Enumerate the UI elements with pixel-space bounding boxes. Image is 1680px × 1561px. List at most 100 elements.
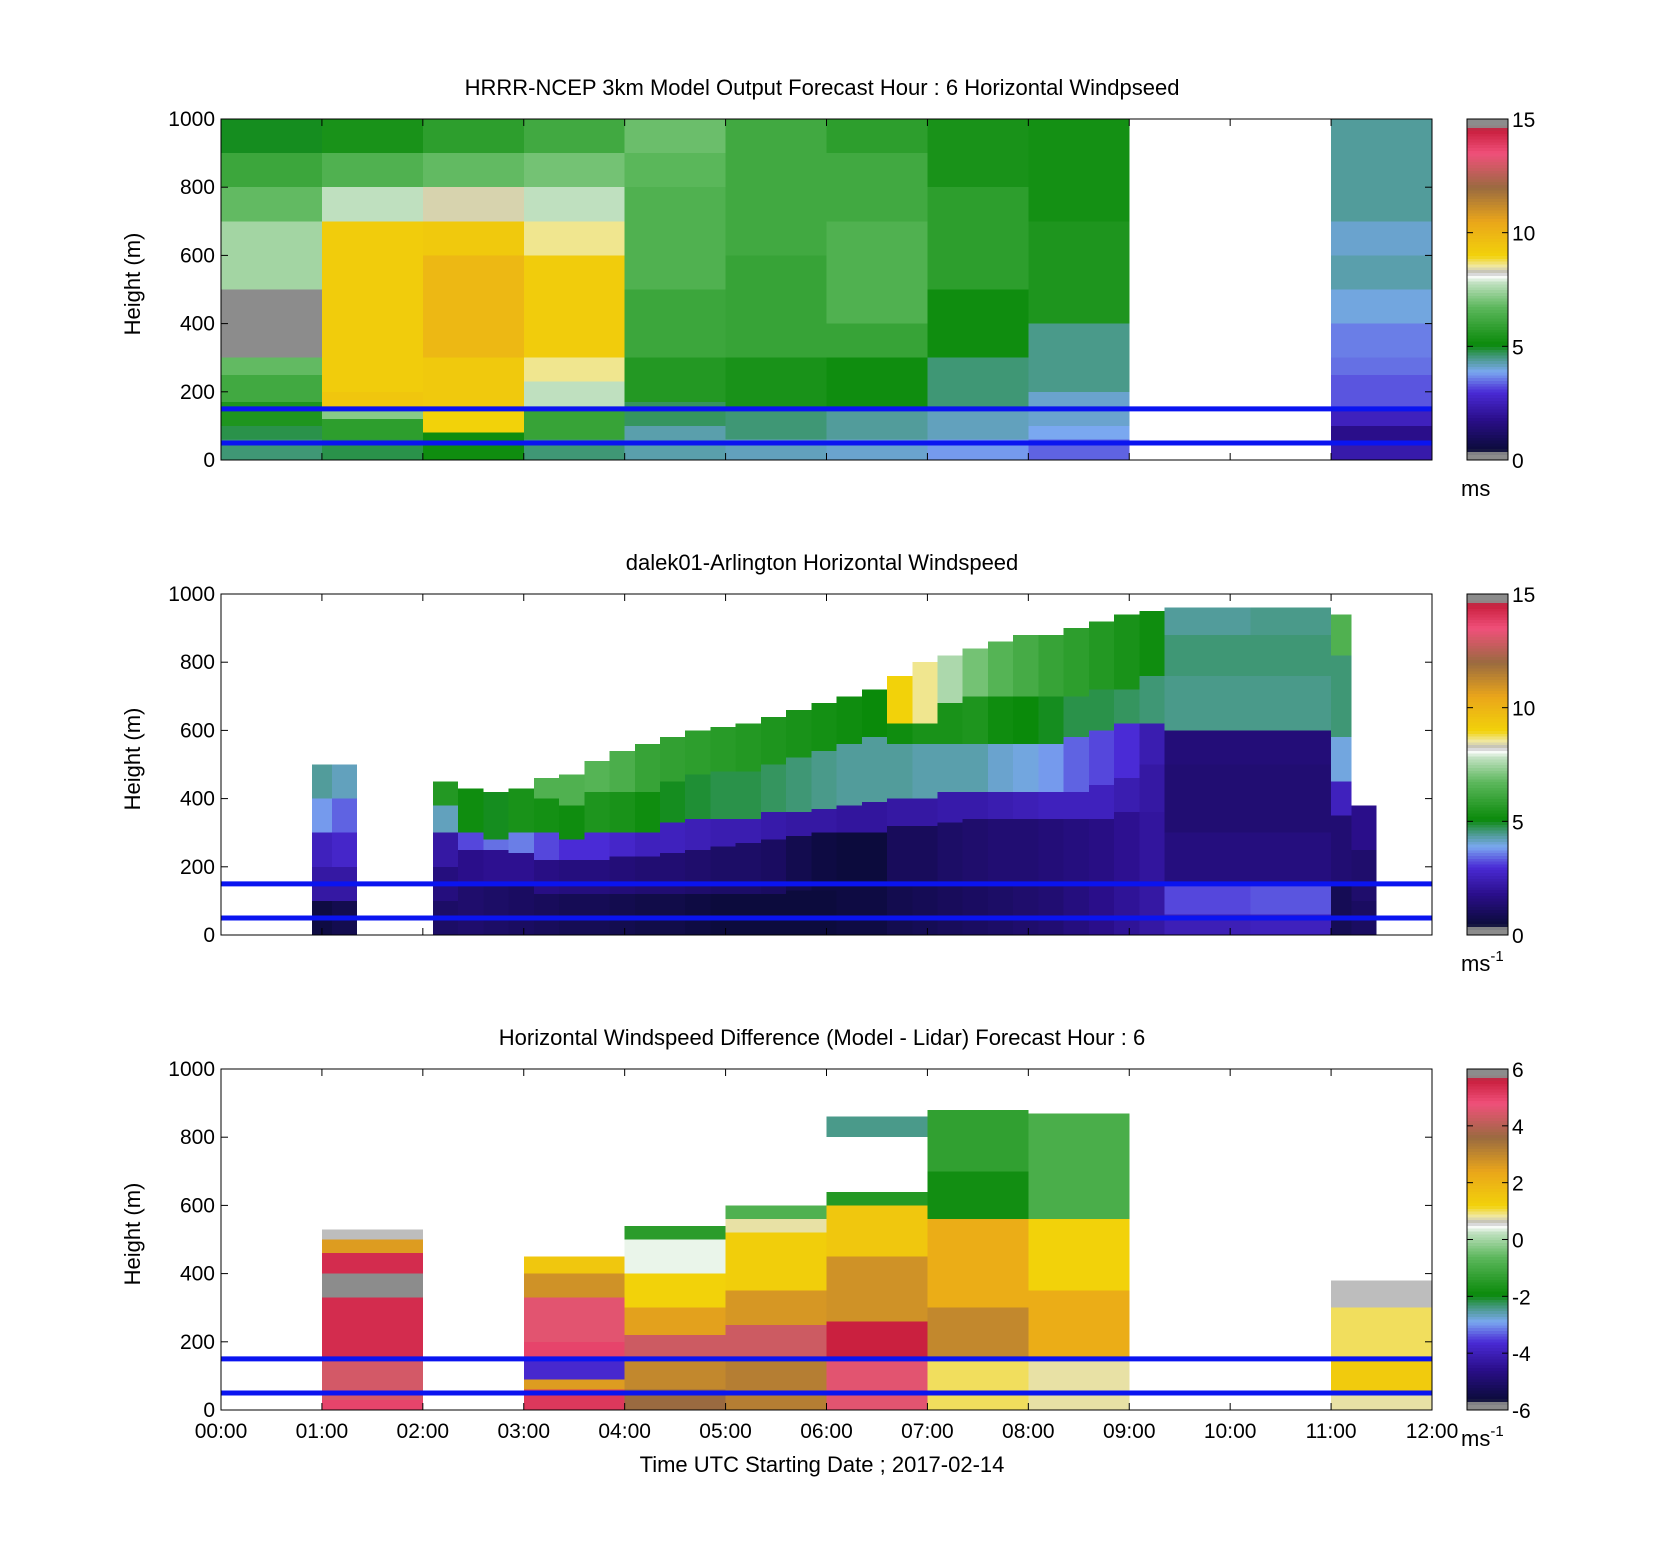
colorbar-segment [1467, 844, 1508, 848]
data-cell [1063, 696, 1089, 738]
colorbar-segment [1467, 636, 1508, 641]
colorbar-segment [1467, 872, 1508, 876]
x-tick-label: 07:00 [901, 1420, 954, 1443]
data-cell [760, 812, 787, 840]
colorbar-segment [1467, 437, 1508, 441]
colorbar-segment [1467, 616, 1508, 621]
colorbar-segment [1467, 849, 1508, 854]
colorbar-segment [1467, 659, 1508, 663]
colorbar-frame [1466, 118, 1509, 461]
data-cell [1250, 832, 1332, 884]
colorbar-segment [1467, 346, 1508, 350]
data-cell [332, 798, 358, 833]
colorbar-segment [1467, 1114, 1508, 1118]
colorbar-segment [1467, 1080, 1508, 1084]
data-cell [1331, 221, 1432, 256]
data-cell [634, 744, 660, 792]
colorbar-segment [1467, 1287, 1508, 1292]
y-tick-label: 200 [180, 856, 215, 879]
colorbar-segment [1467, 1071, 1508, 1076]
data-cell [912, 825, 938, 884]
colorbar-segment [1467, 798, 1508, 803]
colorbar-segment [1467, 710, 1508, 714]
data-cell [1013, 634, 1039, 697]
data-cell [1038, 791, 1064, 820]
colorbar-segment [1467, 1242, 1508, 1246]
colorbar-segment [1467, 1202, 1508, 1206]
colorbar-segment [1467, 750, 1508, 754]
colorbar-segment [1467, 1199, 1508, 1204]
colorbar-segment [1467, 141, 1508, 146]
data-cell [422, 408, 524, 433]
y-tick-label: 200 [180, 381, 215, 404]
data-cell [735, 771, 761, 820]
colorbar-segment [1467, 119, 1508, 123]
colorbar-segment [1467, 403, 1508, 407]
colorbar-segment [1467, 653, 1508, 658]
colorbar-segment [1467, 224, 1508, 228]
colorbar-segment [1467, 1284, 1508, 1289]
panel-title: Horizontal Windspeed Difference (Model -… [499, 1025, 1145, 1050]
data-cell [987, 819, 1014, 884]
data-cell [523, 1297, 625, 1342]
data-cell [1028, 1290, 1130, 1359]
colorbar-segment [1467, 352, 1508, 356]
colorbar-segment [1467, 423, 1508, 427]
data-cell [1351, 805, 1377, 850]
data-cell [937, 791, 963, 823]
data-cell [221, 119, 322, 154]
x-tick-label: 10:00 [1204, 1420, 1257, 1443]
data-cell [1139, 883, 1165, 935]
data-cell [533, 859, 560, 895]
colorbar-segment [1467, 1128, 1508, 1133]
colorbar-segment [1467, 329, 1508, 333]
colorbar-segment [1467, 1390, 1508, 1394]
colorbar-segment [1467, 594, 1508, 598]
colorbar-segment [1467, 1299, 1508, 1303]
colorbar-segment [1467, 738, 1508, 743]
colorbar-segment [1467, 1188, 1508, 1192]
colorbar-segment [1467, 886, 1508, 891]
colorbar-segment [1467, 1265, 1508, 1269]
colorbar-segment [1467, 383, 1508, 387]
data-cell [962, 648, 988, 697]
data-cell [937, 822, 963, 884]
colorbar-segment [1467, 804, 1508, 808]
colorbar-segment [1467, 1131, 1508, 1135]
data-cell [584, 894, 610, 935]
data-cell [836, 880, 862, 935]
data-cell [1038, 744, 1064, 792]
data-cell [609, 791, 635, 833]
data-cell [912, 744, 938, 799]
data-cell [1164, 675, 1251, 731]
colorbar-unit-label: ms [1461, 476, 1490, 501]
colorbar-segment [1467, 1182, 1508, 1187]
colorbar-segment [1467, 824, 1508, 828]
colorbar-segment [1467, 150, 1508, 154]
colorbar-segment [1467, 900, 1508, 905]
data-cell [321, 153, 423, 188]
colorbar-segment [1467, 181, 1508, 185]
colorbar-segment [1467, 457, 1508, 461]
colorbar-segment [1467, 303, 1508, 308]
colorbar-segment [1467, 909, 1508, 913]
data-cell [624, 187, 726, 290]
colorbar-segment [1467, 1336, 1508, 1340]
data-cell [826, 357, 928, 409]
colorbar-segment [1467, 1111, 1508, 1116]
x-tick-label: 03:00 [497, 1420, 550, 1443]
data-cell [523, 119, 625, 154]
data-cell [710, 726, 736, 772]
data-cell [321, 1297, 423, 1359]
colorbar-segment [1467, 755, 1508, 760]
data-cell [1038, 883, 1064, 935]
colorbar-segment [1467, 360, 1508, 364]
y-tick-label: 800 [180, 651, 215, 674]
data-cell [508, 853, 534, 884]
data-cell [836, 696, 862, 745]
data-cell [685, 730, 711, 775]
data-cell [221, 289, 322, 358]
colorbar-segment [1467, 349, 1508, 353]
data-cell [1013, 791, 1039, 820]
colorbar-tick-label: -6 [1512, 1400, 1531, 1423]
